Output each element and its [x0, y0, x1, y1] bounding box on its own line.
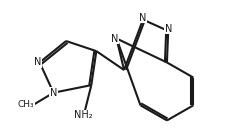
Text: N: N: [139, 13, 146, 23]
Text: N: N: [34, 58, 41, 68]
Text: N: N: [164, 24, 171, 34]
Text: CH₃: CH₃: [18, 99, 35, 109]
Text: N: N: [49, 88, 57, 98]
Text: N: N: [110, 33, 118, 43]
Text: NH₂: NH₂: [74, 110, 93, 120]
